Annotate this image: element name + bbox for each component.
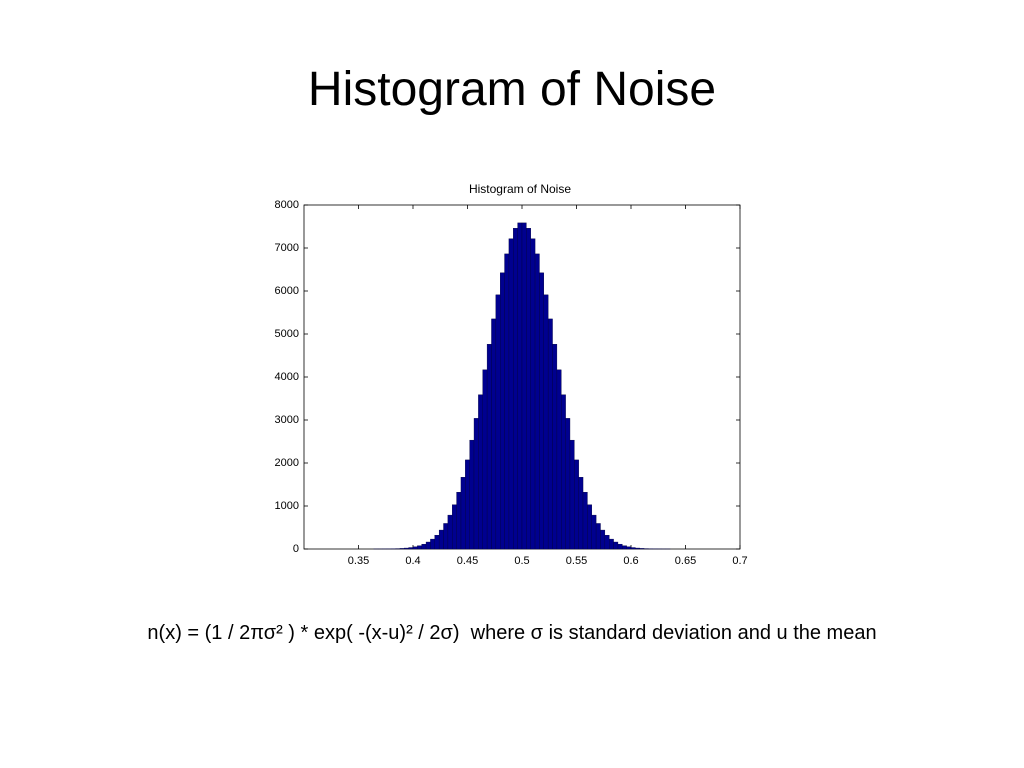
histogram-bar xyxy=(460,477,466,550)
y-tick-label: 7000 xyxy=(275,242,299,254)
y-tick-label: 5000 xyxy=(275,328,299,340)
formula-caption: n(x) = (1 / 2πσ² ) * exp( -(x-u)² / 2σ) … xyxy=(147,622,877,644)
histogram-bar xyxy=(452,504,457,550)
x-tick-label: 0.6 xyxy=(623,555,638,567)
x-tick-label: 0.35 xyxy=(348,555,369,567)
histogram-bar xyxy=(486,344,492,550)
histogram-bar xyxy=(622,545,627,550)
histogram-bar xyxy=(530,238,536,550)
histogram-bar xyxy=(504,253,510,550)
histogram-bar xyxy=(408,547,414,550)
x-tick-label: 0.7 xyxy=(732,555,747,567)
y-tick-label: 1000 xyxy=(275,500,299,512)
histogram-bar xyxy=(574,459,579,550)
histogram-bar xyxy=(513,228,518,550)
y-tick-label: 6000 xyxy=(275,285,299,297)
histogram-bar xyxy=(539,272,545,550)
histogram-bar xyxy=(630,547,636,550)
histogram-bar xyxy=(478,394,483,550)
histogram-bar xyxy=(399,548,405,550)
histogram-bar xyxy=(500,272,505,550)
histogram-bar xyxy=(456,491,462,550)
histogram-bar xyxy=(556,369,562,550)
histogram-bar xyxy=(526,228,531,550)
histogram-bar xyxy=(561,394,566,550)
histogram-bar xyxy=(547,318,553,550)
histogram-bar xyxy=(508,238,514,550)
y-tick-label: 2000 xyxy=(275,457,299,469)
y-tick-label: 0 xyxy=(293,543,299,555)
histogram-bar xyxy=(473,418,479,550)
histogram-bar xyxy=(425,541,431,550)
histogram-bar xyxy=(635,547,640,550)
histogram-bar xyxy=(404,547,409,550)
histogram-bar xyxy=(465,459,470,550)
histogram-bar xyxy=(565,418,571,550)
histogram-bar xyxy=(412,546,418,550)
histogram-bar xyxy=(591,514,597,550)
histogram-bar xyxy=(469,439,475,550)
x-tick-label: 0.4 xyxy=(405,555,420,567)
histogram-bar xyxy=(604,534,610,550)
chart-title: Histogram of Noise xyxy=(469,182,571,196)
histogram-bar xyxy=(430,538,436,550)
histogram-bar xyxy=(626,546,632,550)
y-tick-label: 8000 xyxy=(275,199,299,211)
histogram-bar xyxy=(534,253,540,550)
slide-title: Histogram of Noise xyxy=(307,63,717,116)
histogram-bar xyxy=(609,538,614,550)
histogram-bar xyxy=(517,222,523,550)
x-tick-label: 0.5 xyxy=(514,555,529,567)
histogram-bar xyxy=(491,318,497,550)
histogram-bar xyxy=(613,541,619,550)
x-tick-label: 0.45 xyxy=(457,555,478,567)
x-tick-label: 0.65 xyxy=(675,555,696,567)
histogram-bar xyxy=(595,523,601,550)
histogram-bar xyxy=(417,545,422,550)
histogram-bar xyxy=(434,534,440,550)
histogram-bar xyxy=(587,504,592,550)
histogram-bar xyxy=(521,222,527,550)
x-tick-label: 0.55 xyxy=(566,555,587,567)
histogram-bar xyxy=(578,477,584,550)
histogram-bar xyxy=(600,529,606,550)
histogram-bar xyxy=(438,529,444,550)
histogram-bar xyxy=(443,523,449,550)
histogram-bar xyxy=(447,514,453,550)
histogram-bar xyxy=(569,439,575,550)
chart: Histogram of Noise 0 1000 2000 3000 4000 5000… xyxy=(275,182,748,567)
y-tick-label: 4000 xyxy=(275,371,299,383)
histogram-bar xyxy=(421,543,427,550)
histogram-bar xyxy=(639,548,645,550)
histogram-bar xyxy=(482,369,488,550)
histogram-bar xyxy=(543,294,549,550)
histogram-bar xyxy=(495,294,501,550)
y-tick-label: 3000 xyxy=(275,414,299,426)
histogram-bar xyxy=(582,491,588,550)
histogram-bar xyxy=(617,543,623,550)
histogram-bar xyxy=(552,344,558,550)
